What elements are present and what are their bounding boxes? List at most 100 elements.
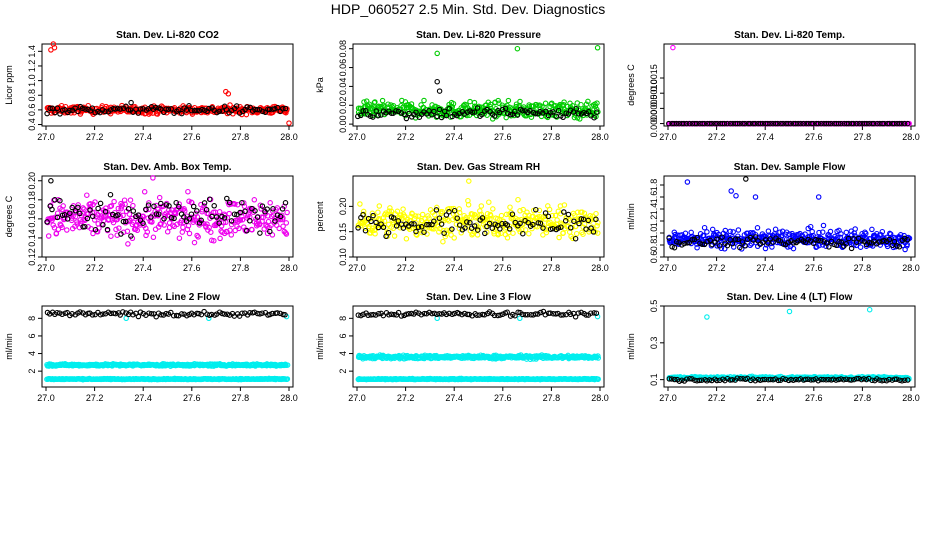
data-point bbox=[372, 99, 378, 105]
data-point bbox=[797, 120, 804, 127]
data-point bbox=[233, 103, 240, 109]
data-point bbox=[140, 213, 146, 220]
data-point bbox=[583, 101, 590, 107]
series-black bbox=[355, 78, 600, 122]
x-tick-label: 27.8 bbox=[232, 132, 250, 142]
data-point bbox=[149, 219, 155, 225]
data-point bbox=[137, 106, 144, 112]
data-point bbox=[707, 120, 713, 127]
data-point bbox=[504, 110, 511, 117]
data-point bbox=[512, 108, 518, 115]
x-tick-label: 28.0 bbox=[591, 132, 609, 142]
data-point bbox=[451, 235, 457, 241]
data-point bbox=[282, 105, 289, 112]
outlier-point bbox=[434, 50, 440, 57]
panel-title: Stan. Dev. Gas Stream RH bbox=[417, 162, 540, 173]
series-black bbox=[44, 308, 288, 320]
data-point bbox=[828, 120, 834, 127]
data-point bbox=[112, 106, 118, 112]
series-yellow bbox=[355, 178, 601, 245]
y-tick-label: 0.16 bbox=[27, 210, 37, 228]
data-point bbox=[864, 120, 870, 127]
y-tick-label: 0.0000 bbox=[649, 110, 659, 138]
data-point bbox=[491, 113, 498, 119]
data-point bbox=[163, 106, 169, 112]
data-point bbox=[542, 108, 549, 115]
y-tick-label: 0.10 bbox=[338, 248, 348, 266]
data-point bbox=[403, 115, 410, 122]
x-tick-label: 27.4 bbox=[756, 263, 774, 273]
x-tick-label: 28.0 bbox=[902, 263, 920, 273]
data-point bbox=[358, 112, 364, 119]
panel-title: Stan. Dev. Line 3 Flow bbox=[426, 292, 531, 303]
data-point bbox=[566, 229, 573, 235]
data-point bbox=[146, 200, 152, 206]
data-point bbox=[82, 106, 88, 112]
data-point bbox=[254, 106, 261, 113]
y-tick-label: 6 bbox=[27, 333, 37, 338]
data-point bbox=[446, 105, 452, 112]
data-point bbox=[64, 227, 70, 233]
x-tick-label: 27.0 bbox=[37, 132, 55, 142]
data-point bbox=[550, 109, 556, 115]
x-tick-label: 27.2 bbox=[708, 393, 726, 403]
data-point bbox=[191, 107, 198, 114]
data-point bbox=[577, 116, 583, 122]
y-tick-label: 8 bbox=[338, 316, 348, 321]
data-point bbox=[280, 106, 286, 112]
data-point bbox=[727, 120, 734, 127]
outlier-point bbox=[743, 176, 749, 182]
data-point bbox=[701, 120, 708, 127]
x-tick-label: 27.8 bbox=[543, 132, 561, 142]
data-point bbox=[671, 120, 677, 127]
outlier-point bbox=[48, 178, 54, 184]
y-tick-label: 1.4 bbox=[27, 45, 37, 58]
data-point bbox=[712, 120, 718, 127]
data-point bbox=[803, 120, 810, 127]
data-point bbox=[808, 120, 815, 127]
data-point bbox=[570, 109, 577, 115]
data-point bbox=[795, 120, 801, 127]
data-point bbox=[106, 216, 112, 223]
y-tick-label: 0.8 bbox=[27, 89, 37, 102]
data-point bbox=[60, 203, 66, 209]
data-point bbox=[692, 120, 698, 127]
plot-frame bbox=[663, 43, 916, 127]
data-point bbox=[119, 202, 126, 208]
series-magenta bbox=[666, 44, 912, 127]
panel-3: Stan. Dev. Li-820 Temp.27.0 27.2 27.4 27.6 2… bbox=[626, 30, 920, 142]
data-point bbox=[403, 236, 410, 242]
x-tick-label: 27.8 bbox=[232, 263, 250, 273]
data-point bbox=[247, 104, 253, 111]
data-point bbox=[884, 120, 891, 127]
data-point bbox=[419, 211, 426, 218]
y-tick-label: 0.3 bbox=[649, 337, 659, 350]
data-point bbox=[581, 109, 587, 116]
data-point bbox=[440, 238, 446, 245]
data-point bbox=[740, 120, 746, 127]
data-point bbox=[180, 224, 186, 231]
data-point bbox=[125, 241, 131, 247]
y-tick-label: 0.4 bbox=[27, 118, 37, 131]
x-tick-label: 27.8 bbox=[543, 393, 561, 403]
data-point bbox=[704, 229, 710, 235]
data-point bbox=[593, 210, 599, 217]
outlier-point bbox=[752, 194, 759, 200]
data-point bbox=[436, 106, 443, 113]
data-point bbox=[75, 202, 81, 208]
x-tick-label: 27.8 bbox=[854, 132, 872, 142]
y-tick-label: 0.6 bbox=[649, 251, 659, 264]
data-point bbox=[486, 199, 492, 205]
data-point bbox=[666, 120, 672, 127]
panel-title: Stan. Dev. Line 4 (LT) Flow bbox=[727, 292, 853, 303]
data-point bbox=[561, 99, 567, 105]
data-point bbox=[97, 200, 104, 207]
y-tick-label: 0.6 bbox=[27, 104, 37, 117]
plot-frame bbox=[41, 305, 294, 388]
data-point bbox=[124, 228, 131, 235]
y-tick-label: 1.0 bbox=[649, 227, 659, 240]
data-point bbox=[556, 234, 562, 241]
